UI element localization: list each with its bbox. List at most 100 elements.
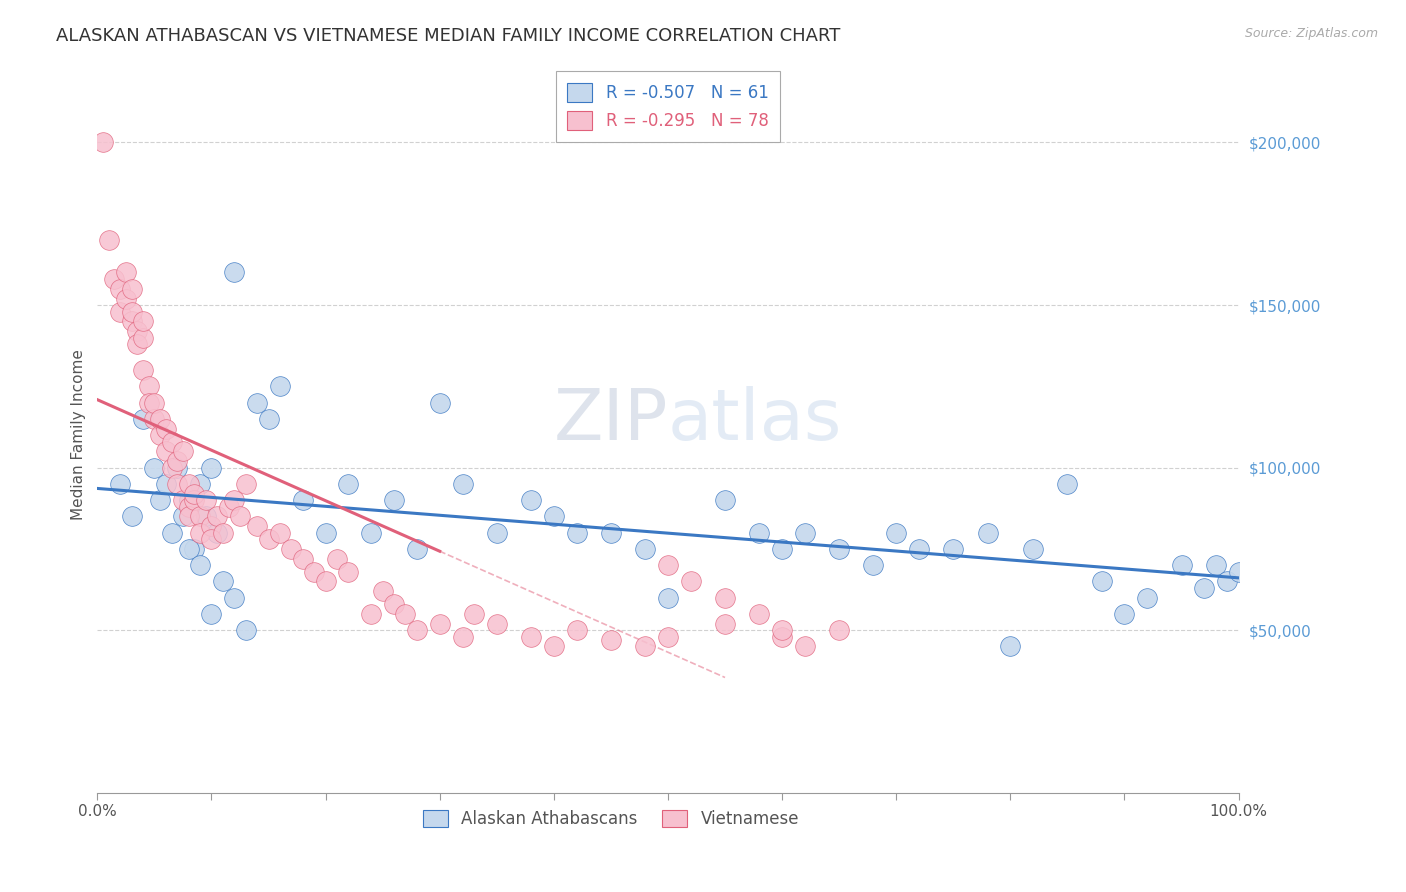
Point [862,558,884,573]
Point [337,476,360,491]
Point [1056,476,1078,491]
Point [200,532,222,546]
Point [183,493,205,508]
Point [115,265,138,279]
Point [108,304,131,318]
Point [127,324,149,338]
Point [908,541,931,556]
Point [166,460,188,475]
Text: Source: ZipAtlas.com: Source: ZipAtlas.com [1244,27,1378,40]
Point [160,434,183,449]
Point [212,574,235,589]
Point [793,640,815,654]
Point [132,363,155,377]
Y-axis label: Median Family Income: Median Family Income [72,350,86,521]
Point [121,304,143,318]
Point [149,428,172,442]
Point [194,493,217,508]
Point [183,486,205,500]
Point [218,500,240,514]
Point [748,607,770,621]
Point [205,525,228,540]
Point [235,623,257,637]
Point [1194,581,1216,595]
Point [205,509,228,524]
Point [714,616,737,631]
Point [160,460,183,475]
Point [291,551,314,566]
Point [246,395,269,409]
Point [485,616,508,631]
Point [200,607,222,621]
Point [770,623,793,637]
Point [406,541,429,556]
Point [382,493,405,508]
Point [657,630,679,644]
Point [172,444,194,458]
Point [108,282,131,296]
Point [149,411,172,425]
Point [138,395,160,409]
Point [224,265,246,279]
Point [224,493,246,508]
Point [177,493,200,508]
Point [634,541,657,556]
Point [121,509,143,524]
Point [212,525,235,540]
Point [1136,591,1159,605]
Point [406,623,429,637]
Point [463,607,485,621]
Point [132,330,155,344]
Point [177,500,200,514]
Point [188,476,211,491]
Point [1000,640,1022,654]
Point [166,476,188,491]
Point [172,493,194,508]
Point [229,509,252,524]
Point [103,272,125,286]
Point [382,597,405,611]
Point [315,525,337,540]
Point [97,233,120,247]
Point [121,282,143,296]
Point [91,136,114,150]
Point [657,558,679,573]
Point [565,623,588,637]
Text: ZIP: ZIP [554,386,668,455]
Point [149,493,172,508]
Point [121,314,143,328]
Point [451,476,474,491]
Point [1205,558,1227,573]
Point [1170,558,1192,573]
Point [160,525,183,540]
Point [1091,574,1114,589]
Point [138,379,160,393]
Point [714,591,737,605]
Point [543,509,565,524]
Point [520,493,543,508]
Point [828,541,851,556]
Point [1227,565,1250,579]
Point [143,460,166,475]
Legend: Alaskan Athabascans, Vietnamese: Alaskan Athabascans, Vietnamese [416,803,806,834]
Point [291,493,314,508]
Point [748,525,770,540]
Point [884,525,907,540]
Point [1022,541,1045,556]
Point [269,379,291,393]
Point [132,314,155,328]
Point [565,525,588,540]
Point [224,591,246,605]
Point [360,525,382,540]
Point [127,337,149,351]
Point [634,640,657,654]
Point [166,454,188,468]
Point [679,574,702,589]
Point [976,525,998,540]
Point [714,493,737,508]
Point [942,541,965,556]
Point [770,541,793,556]
Point [115,292,138,306]
Point [172,509,194,524]
Point [257,532,280,546]
